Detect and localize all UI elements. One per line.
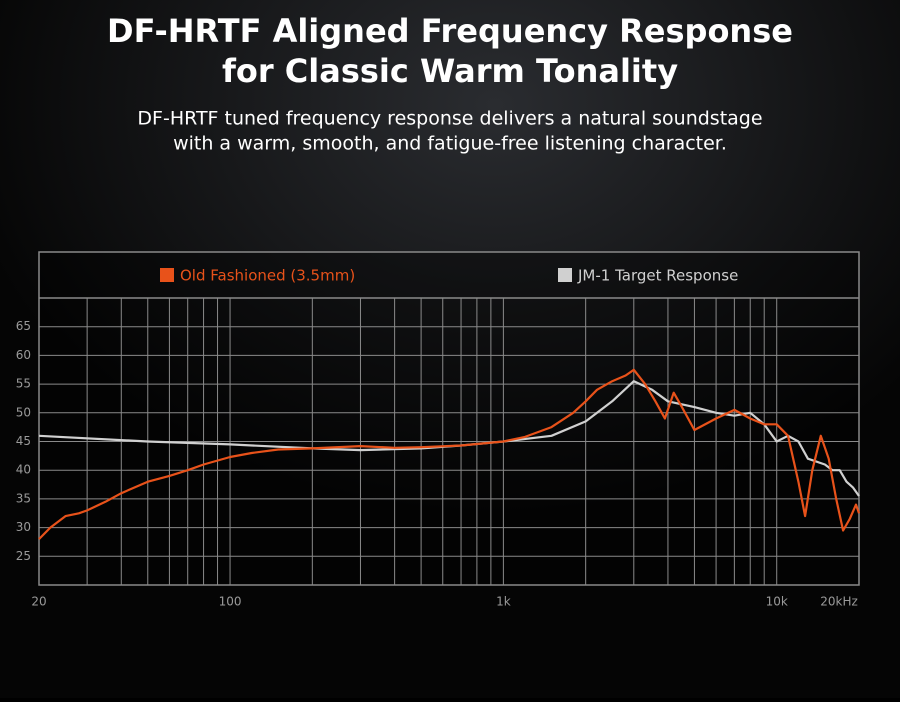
y-tick-label: 50	[16, 405, 31, 419]
x-tick-label: 100	[219, 595, 242, 609]
series-line	[38, 380, 860, 497]
y-tick-label: 30	[16, 520, 31, 534]
y-tick-label: 45	[16, 434, 31, 448]
x-tick-label: 20	[31, 595, 46, 609]
y-tick-label: 40	[16, 463, 31, 477]
y-tick-label: 35	[16, 491, 31, 505]
legend-swatch	[558, 268, 572, 282]
plot-frame	[38, 251, 860, 586]
y-tick-label: 60	[16, 348, 31, 362]
legend-swatch	[160, 268, 174, 282]
title: for Classic Warm Tonality	[222, 52, 678, 90]
series-line	[38, 368, 861, 540]
y-tick-label: 55	[16, 377, 31, 391]
subtitle: with a warm, smooth, and fatigue-free li…	[173, 133, 727, 155]
legend-label: Old Fashioned (3.5mm)	[180, 267, 355, 285]
title: DF-HRTF Aligned Frequency Response	[107, 12, 793, 50]
y-tick-label: 65	[16, 319, 31, 333]
x-tick-label: 20kHz	[820, 595, 858, 609]
legend-label: JM-1 Target Response	[577, 267, 738, 285]
x-tick-label: 1k	[496, 595, 511, 609]
x-tick-label: 10k	[766, 595, 788, 609]
y-tick-label: 25	[16, 549, 31, 563]
subtitle: DF-HRTF tuned frequency response deliver…	[137, 108, 762, 130]
